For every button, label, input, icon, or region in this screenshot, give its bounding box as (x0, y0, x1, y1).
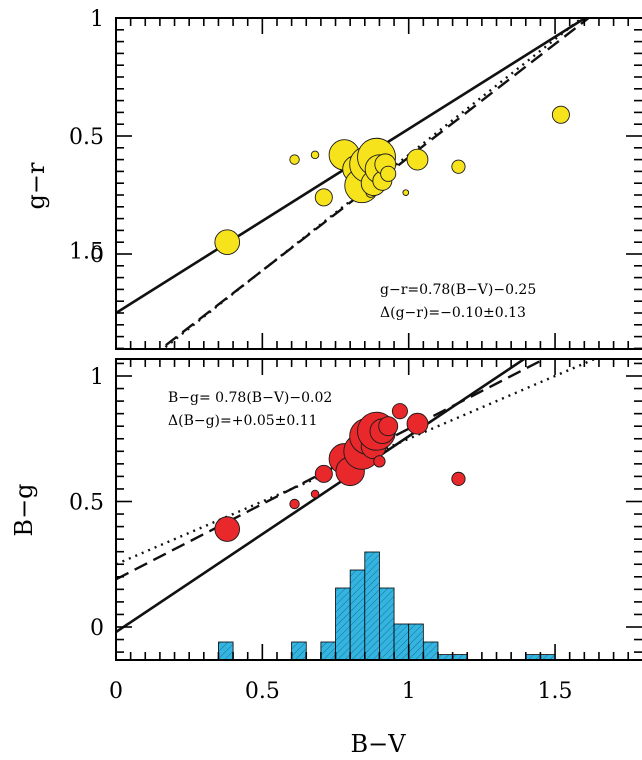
data-point (551, 105, 570, 124)
x-tick-label: 1 (402, 679, 416, 704)
y-tick-label: 1 (90, 365, 104, 390)
histogram-bar (393, 623, 410, 660)
data-point (378, 416, 399, 437)
x-tick-label: 1.5 (538, 679, 573, 704)
data-point (391, 403, 408, 420)
data-point (373, 455, 386, 468)
x-tick-label: 0 (109, 679, 123, 704)
data-point (406, 412, 429, 435)
data-point (402, 189, 410, 196)
y-tick-label: 0 (90, 243, 104, 268)
data-point (310, 150, 320, 160)
histogram-bar (379, 587, 395, 660)
data-point (314, 188, 333, 207)
data-point (451, 159, 466, 174)
y-tick-label: 1.5 (69, 240, 104, 265)
histogram-bar (218, 641, 234, 660)
top-annotation-offset: Δ(g−r)=−0.10±0.13 (380, 305, 526, 321)
x-axis-label: B−V (350, 730, 406, 758)
data-point (406, 148, 429, 171)
histogram-bar (349, 569, 366, 660)
data-point (289, 498, 300, 510)
bottom-panel-frame (115, 358, 642, 661)
data-point (314, 464, 333, 483)
histogram-bar (320, 641, 336, 660)
fit-line-dotted (116, 359, 598, 566)
histogram-bar (408, 623, 424, 660)
histogram-bar (335, 587, 351, 660)
histogram-bar (291, 641, 307, 660)
bottom-annotation-fit: B−g= 0.78(B−V)−0.02 (168, 390, 332, 406)
data-point (289, 154, 300, 165)
y-tick-label: 0.5 (69, 491, 104, 516)
data-point (214, 516, 241, 542)
bottom-annotation-offset: Δ(B−g)=+0.05±0.11 (168, 413, 318, 429)
histogram-bar (364, 551, 380, 660)
data-point (380, 165, 397, 182)
y-tick-label: 0 (90, 616, 104, 641)
data-point (310, 489, 320, 499)
top-y-axis-label: g−r (22, 162, 50, 209)
data-point (552, 267, 569, 284)
bottom-y-axis-label: B−g (10, 483, 38, 536)
bottom-panel: 00.511.50 0.5 1 1.5 B−g= 0.78(B−V)−0.02 Δ(B… (10, 240, 642, 758)
y-tick-label: 1 (90, 7, 104, 32)
x-tick-label: 0.5 (245, 679, 280, 704)
data-point (214, 229, 241, 255)
data-point (451, 471, 466, 487)
histogram-bar (422, 641, 439, 660)
top-panel: 0 0.5 1 g−r=0.78(B−V)−0.25 Δ(g−r)=−0.10±0.… (22, 7, 642, 350)
top-annotation-fit: g−r=0.78(B−V)−0.25 (380, 282, 536, 298)
y-tick-label: 0.5 (69, 125, 104, 150)
